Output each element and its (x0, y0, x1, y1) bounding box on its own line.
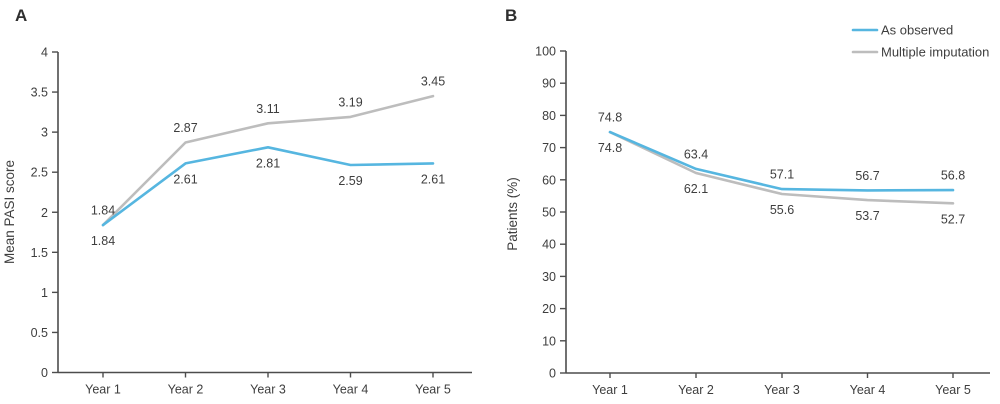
x-tick-labels: Year 1 Year 2 Year 3 Year 4 Year 5 (592, 373, 971, 397)
y-tick-label: 80 (542, 109, 556, 123)
y-tick-label: 2.5 (31, 166, 48, 180)
y-tick-label: 0.5 (31, 326, 48, 340)
data-labels: 1.84 2.61 2.81 2.59 2.61 1.84 2.87 3.11 3.19 3.45 (91, 75, 445, 249)
series-lines (101, 94, 435, 227)
data-label: 2.87 (173, 121, 197, 135)
x-tick-label: Year 5 (415, 383, 451, 397)
y-tick-label: 30 (542, 270, 556, 284)
y-tick-label: 90 (542, 77, 556, 91)
y-tick-label: 0 (549, 367, 556, 381)
data-label: 1.84 (91, 204, 115, 218)
panel-b: B 0 10 20 30 40 50 60 70 80 90 100 Year 1 Year 2 Year… (500, 0, 1000, 404)
x-tick-label: Year 1 (85, 383, 121, 397)
data-label: 2.61 (421, 172, 445, 186)
y-tick-label: 3.5 (31, 86, 48, 100)
y-tick-label: 40 (542, 238, 556, 252)
x-tick-label: Year 5 (935, 383, 971, 397)
patients-percent-line-chart: 0 10 20 30 40 50 60 70 80 90 100 Year 1 Year 2 Year 3… (505, 23, 990, 397)
y-tick-label: 100 (535, 45, 556, 59)
series-line-multiple-imputation (608, 130, 955, 205)
y-tick-label: 3 (41, 126, 48, 140)
y-tick-label: 0 (41, 366, 48, 380)
x-tick-label: Year 1 (592, 383, 628, 397)
data-label: 2.59 (338, 174, 362, 188)
y-tick-label: 1.5 (31, 246, 48, 260)
data-label: 2.81 (256, 156, 280, 170)
y-tick-labels: 0 0.5 1 1.5 2 2.5 3 3.5 4 (31, 46, 58, 380)
data-label: 63.4 (684, 147, 708, 161)
x-tick-label: Year 3 (764, 383, 800, 397)
x-tick-labels: Year 1 Year 2 Year 3 Year 4 Year 5 (85, 372, 451, 397)
x-tick-label: Year 4 (333, 383, 369, 397)
data-label: 74.8 (598, 141, 622, 155)
y-axis-title: Patients (%) (505, 177, 520, 251)
panel-a: A 0 0.5 1 1.5 2 2.5 3 3.5 4 Year 1 Year 2 Year 3 Yea… (2, 6, 472, 397)
data-label: 1.84 (91, 234, 115, 248)
x-tick-label: Year 2 (678, 383, 714, 397)
y-tick-label: 10 (542, 334, 556, 348)
y-tick-label: 2 (41, 206, 48, 220)
y-tick-label: 50 (542, 206, 556, 220)
y-tick-label: 1 (41, 286, 48, 300)
y-axis-title: Mean PASI score (2, 160, 17, 264)
data-label: 74.8 (598, 111, 622, 125)
data-label: 56.7 (855, 169, 879, 183)
legend: As observed Multiple imputation (851, 23, 989, 60)
data-label: 2.61 (173, 172, 197, 186)
y-tick-label: 4 (41, 46, 48, 60)
data-label: 3.19 (338, 95, 362, 109)
x-tick-label: Year 2 (168, 383, 204, 397)
series-lines (608, 130, 955, 205)
x-tick-label: Year 4 (850, 383, 886, 397)
data-labels: 74.8 63.4 57.1 56.7 56.8 74.8 62.1 55.6 53.7 52.7 (598, 111, 965, 227)
data-label: 52.7 (941, 212, 965, 226)
data-label: 3.11 (256, 102, 279, 116)
panel-a-label: A (15, 6, 28, 25)
data-label: 55.6 (770, 203, 794, 217)
data-label: 3.45 (421, 75, 445, 89)
series-line-multiple-imputation (101, 94, 435, 227)
legend-label-multiple-imputation: Multiple imputation (881, 45, 989, 60)
panel-b-label: B (505, 6, 518, 25)
y-tick-label: 20 (542, 302, 556, 316)
series-line-as-observed (101, 146, 435, 227)
y-tick-labels: 0 10 20 30 40 50 60 70 80 90 100 (535, 45, 566, 381)
x-tick-label: Year 3 (250, 383, 286, 397)
data-label: 53.7 (855, 209, 879, 223)
data-label: 62.1 (684, 182, 708, 196)
y-tick-label: 70 (542, 141, 556, 155)
data-label: 57.1 (770, 168, 794, 182)
data-label: 56.8 (941, 169, 965, 183)
legend-label-as-observed: As observed (881, 23, 953, 38)
series-line-as-observed (608, 130, 955, 192)
y-tick-label: 60 (542, 173, 556, 187)
